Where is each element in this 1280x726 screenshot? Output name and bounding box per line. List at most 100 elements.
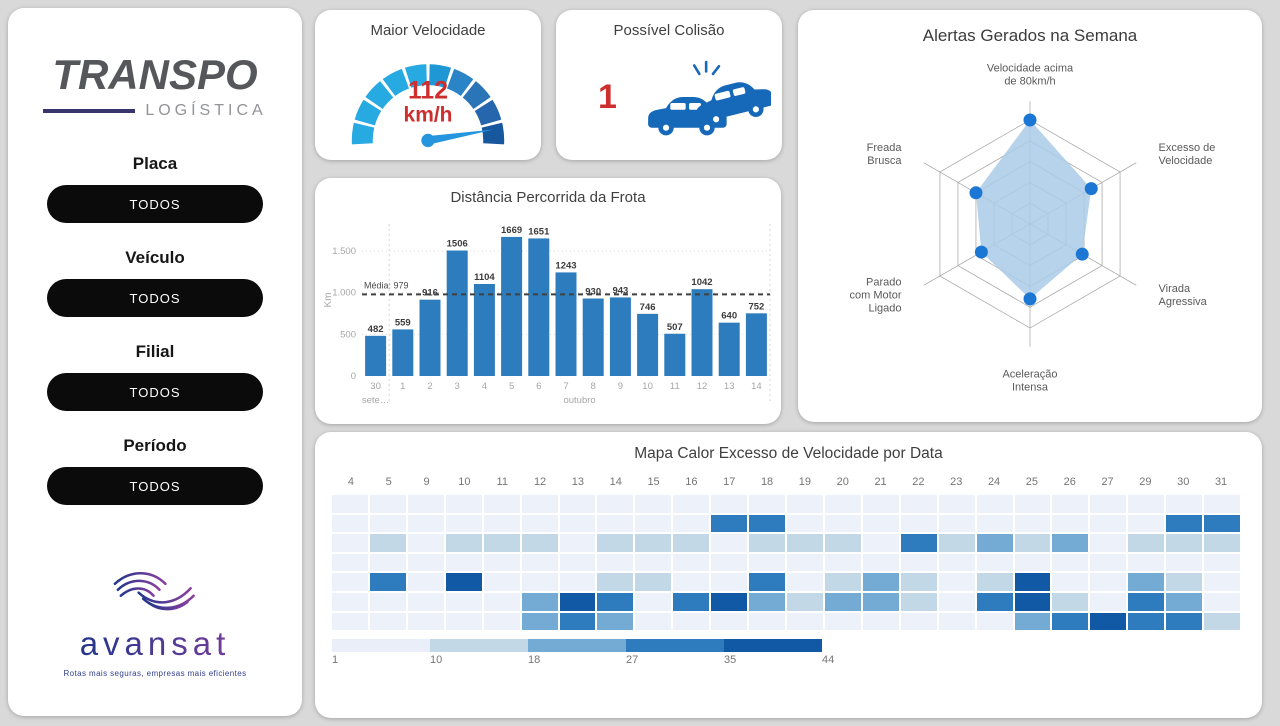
heatmap-cell[interactable]: [673, 592, 710, 611]
heatmap-cell[interactable]: [332, 553, 368, 572]
heatmap-cell[interactable]: [900, 514, 937, 533]
filter-dropdown-placa[interactable]: TODOS: [47, 185, 263, 223]
heatmap-cell[interactable]: [407, 553, 444, 572]
heatmap-cell[interactable]: [1166, 514, 1203, 533]
bar[interactable]: [637, 313, 659, 376]
heatmap-cell[interactable]: [483, 592, 520, 611]
heatmap-cell[interactable]: [862, 592, 899, 611]
heatmap-cell[interactable]: [673, 612, 710, 631]
heatmap-cell[interactable]: [862, 495, 899, 513]
heatmap-cell[interactable]: [1090, 514, 1127, 533]
heatmap-cell[interactable]: [824, 612, 861, 631]
heatmap-cell[interactable]: [559, 612, 596, 631]
heatmap-cell[interactable]: [521, 592, 558, 611]
heatmap-cell[interactable]: [1128, 534, 1165, 552]
heatmap-cell[interactable]: [407, 573, 444, 591]
heatmap-cell[interactable]: [938, 534, 975, 552]
bar[interactable]: [609, 297, 631, 376]
bar[interactable]: [419, 299, 441, 376]
heatmap-cell[interactable]: [749, 612, 785, 631]
filter-dropdown-veiculo[interactable]: TODOS: [47, 279, 263, 317]
heatmap-cell[interactable]: [445, 514, 482, 533]
heatmap-cell[interactable]: [673, 573, 710, 591]
heatmap-cell[interactable]: [635, 514, 672, 533]
radar-point[interactable]: [1075, 247, 1089, 261]
heatmap-cell[interactable]: [976, 495, 1013, 513]
heatmap-cell[interactable]: [749, 534, 785, 552]
bar[interactable]: [555, 272, 577, 376]
heatmap-cell[interactable]: [332, 573, 368, 591]
heatmap-cell[interactable]: [521, 612, 558, 631]
heatmap-cell[interactable]: [938, 553, 975, 572]
heatmap-cell[interactable]: [597, 514, 634, 533]
heatmap-cell[interactable]: [1128, 495, 1165, 513]
heatmap-cell[interactable]: [483, 553, 520, 572]
heatmap-cell[interactable]: [900, 592, 937, 611]
heatmap-cell[interactable]: [1014, 495, 1051, 513]
heatmap-cell[interactable]: [711, 592, 748, 611]
heatmap-cell[interactable]: [1166, 553, 1203, 572]
heatmap-cell[interactable]: [332, 612, 368, 631]
heatmap-cell[interactable]: [521, 534, 558, 552]
heatmap-cell[interactable]: [787, 592, 823, 611]
heatmap-cell[interactable]: [900, 553, 937, 572]
heatmap-cell[interactable]: [938, 573, 975, 591]
heatmap-cell[interactable]: [1052, 534, 1089, 552]
heatmap-cell[interactable]: [1204, 612, 1240, 631]
heatmap-cell[interactable]: [673, 514, 710, 533]
heatmap-cell[interactable]: [1128, 573, 1165, 591]
heatmap-cell[interactable]: [559, 553, 596, 572]
heatmap-cell[interactable]: [1166, 612, 1203, 631]
heatmap-cell[interactable]: [938, 612, 975, 631]
heatmap-cell[interactable]: [521, 573, 558, 591]
heatmap-cell[interactable]: [1090, 612, 1127, 631]
heatmap-cell[interactable]: [1052, 514, 1089, 533]
heatmap-cell[interactable]: [673, 495, 710, 513]
heatmap-cell[interactable]: [787, 495, 823, 513]
heatmap-cell[interactable]: [976, 553, 1013, 572]
heatmap-cell[interactable]: [332, 495, 368, 513]
bar[interactable]: [365, 335, 387, 376]
heatmap-cell[interactable]: [749, 514, 785, 533]
heatmap-cell[interactable]: [1204, 553, 1240, 572]
bar[interactable]: [501, 236, 523, 376]
heatmap-cell[interactable]: [445, 495, 482, 513]
heatmap-cell[interactable]: [445, 573, 482, 591]
heatmap-cell[interactable]: [521, 514, 558, 533]
heatmap-cell[interactable]: [635, 553, 672, 572]
heatmap-cell[interactable]: [483, 612, 520, 631]
heatmap-cell[interactable]: [711, 514, 748, 533]
heatmap-cell[interactable]: [862, 612, 899, 631]
heatmap-cell[interactable]: [597, 553, 634, 572]
heatmap-cell[interactable]: [483, 573, 520, 591]
heatmap-cell[interactable]: [1014, 553, 1051, 572]
heatmap-cell[interactable]: [711, 612, 748, 631]
heatmap-cell[interactable]: [1128, 553, 1165, 572]
heatmap-cell[interactable]: [787, 514, 823, 533]
heatmap-cell[interactable]: [1204, 495, 1240, 513]
heatmap-cell[interactable]: [976, 573, 1013, 591]
heatmap-cell[interactable]: [1090, 592, 1127, 611]
heatmap-cell[interactable]: [521, 553, 558, 572]
heatmap-cell[interactable]: [369, 592, 406, 611]
alerts-radar-chart[interactable]: Velocidade acima de 80km/h Excesso de Veloc…: [805, 46, 1255, 406]
heatmap-cell[interactable]: [407, 592, 444, 611]
heatmap-cell[interactable]: [635, 612, 672, 631]
heatmap-cell[interactable]: [711, 553, 748, 572]
heatmap-cell[interactable]: [332, 534, 368, 552]
heatmap-cell[interactable]: [635, 495, 672, 513]
heatmap-grid[interactable]: [332, 495, 1240, 631]
heatmap-cell[interactable]: [824, 573, 861, 591]
heatmap-cell[interactable]: [749, 553, 785, 572]
heatmap-cell[interactable]: [332, 592, 368, 611]
heatmap-cell[interactable]: [1166, 573, 1203, 591]
heatmap-cell[interactable]: [1090, 495, 1127, 513]
heatmap-cell[interactable]: [559, 534, 596, 552]
heatmap-cell[interactable]: [787, 612, 823, 631]
radar-point[interactable]: [1084, 182, 1098, 196]
heatmap-cell[interactable]: [1204, 573, 1240, 591]
bar[interactable]: [691, 289, 713, 376]
heatmap-cell[interactable]: [332, 514, 368, 533]
heatmap-cell[interactable]: [711, 495, 748, 513]
